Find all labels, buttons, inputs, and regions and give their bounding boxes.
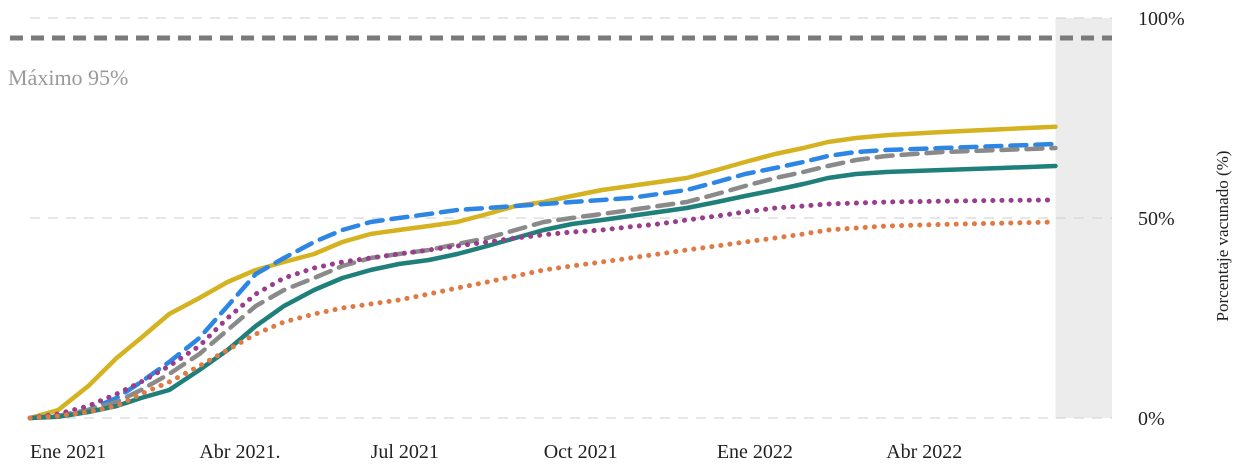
x-tick-label: Ene 2022 (717, 441, 793, 463)
reference-line-label: Máximo 95% (8, 65, 128, 90)
y-tick-label: 50% (1138, 208, 1175, 230)
x-tick-label: Ene 2021 (30, 441, 106, 463)
y-tick-labels: 0% 50% 100% (1138, 8, 1185, 430)
series-line-1 (27, 124, 1058, 421)
y-tick-label: 0% (1138, 408, 1165, 430)
series-group (27, 124, 1058, 421)
series-line-6 (27, 219, 1058, 421)
x-tick-label: Oct 2021 (544, 441, 618, 463)
x-tick-labels: Ene 2021 Abr 2021. Jul 2021 Oct 2021 Ene 202… (30, 441, 962, 463)
series-line-2 (27, 141, 1058, 421)
series-line-5 (27, 197, 1058, 421)
series-line-3 (27, 145, 1058, 421)
x-tick-label: Jul 2021 (371, 441, 439, 463)
y-axis-label: Porcentaje vacunado (%) (1213, 151, 1232, 322)
x-tick-label: Abr 2021. (199, 441, 280, 463)
series-line-4 (27, 163, 1058, 421)
y-tick-label: 100% (1138, 8, 1185, 30)
x-tick-label: Abr 2022 (886, 441, 962, 463)
